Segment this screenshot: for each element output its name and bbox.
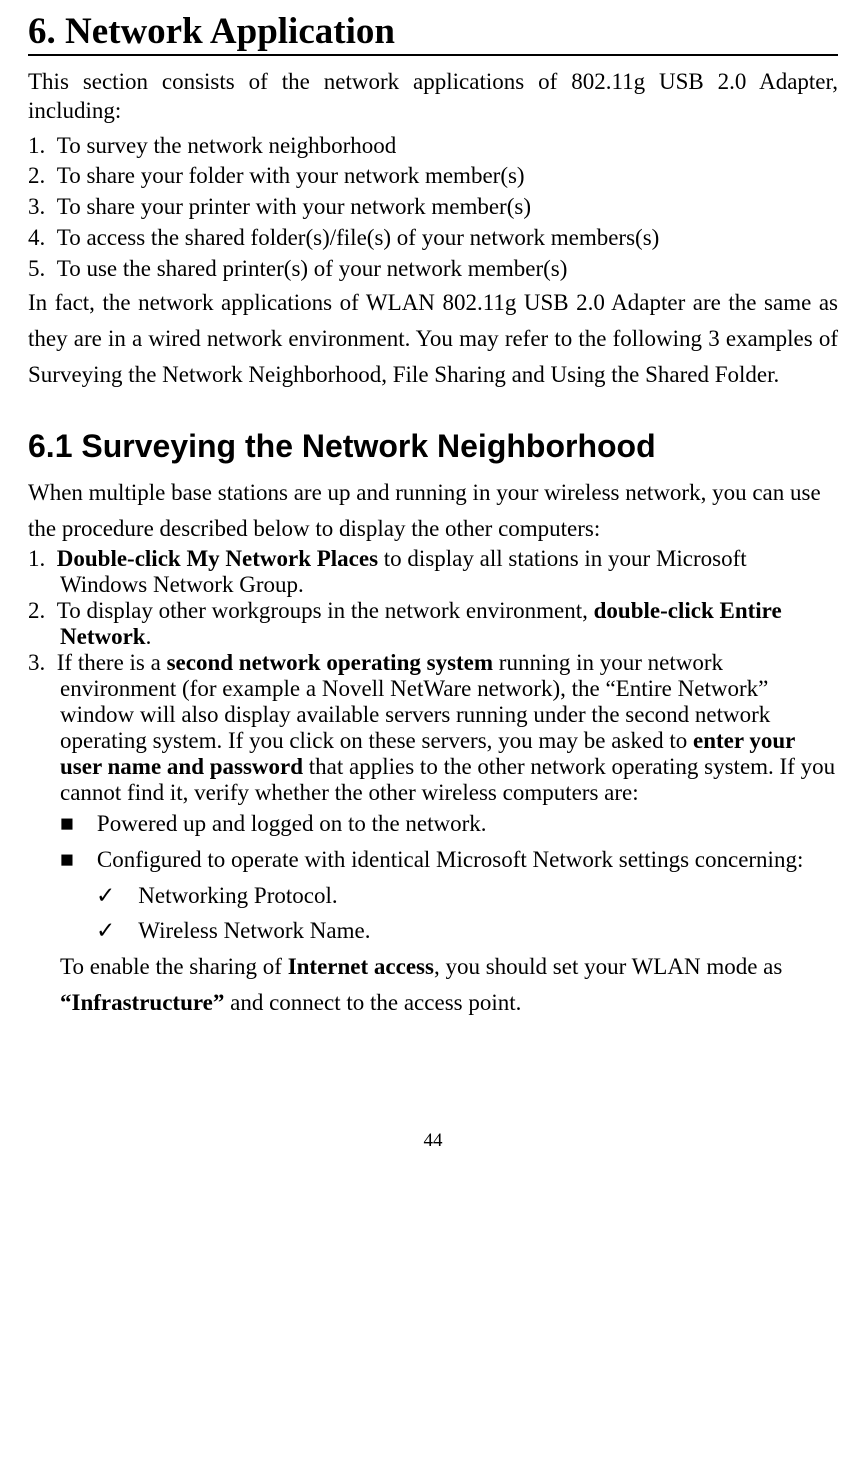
text: , you should set your WLAN mode as [434, 954, 782, 979]
check-list: ✓ Networking Protocol. ✓ Wireless Networ… [60, 878, 838, 949]
text: . [146, 624, 152, 649]
list-item: 3. To share your printer with your netwo… [28, 193, 838, 222]
list-item: 2. To share your folder with your networ… [28, 162, 838, 191]
list-num: 5. [28, 256, 45, 281]
top-list: 1. To survey the network neighborhood 2.… [28, 132, 838, 284]
bold-text: Double-click My Network Places [57, 546, 378, 571]
text: To enable the sharing of [60, 954, 288, 979]
page-number: 44 [28, 1130, 838, 1152]
main-heading: 6. Network Application [28, 10, 838, 56]
list-num: 3. [28, 194, 45, 219]
list-item: 1. Double-click My Network Places to dis… [28, 546, 838, 598]
check-icon: ✓ [96, 883, 115, 908]
list-num: 1. [28, 546, 45, 571]
list-item: 2. To display other workgroups in the ne… [28, 598, 838, 650]
list-text: To use the shared printer(s) of your net… [57, 256, 568, 281]
list-num: 4. [28, 225, 45, 250]
list-text: Wireless Network Name. [138, 918, 370, 943]
bullet-list: ■ Powered up and logged on to the networ… [60, 806, 838, 877]
closing-text: To enable the sharing of Internet access… [60, 949, 838, 1020]
text: and connect to the access point. [224, 990, 521, 1015]
list-text: Configured to operate with identical Mic… [97, 847, 803, 872]
intro-text: This section consists of the network app… [28, 68, 838, 126]
list-num: 1. [28, 133, 45, 158]
list-num: 2. [28, 598, 45, 623]
list-num: 2. [28, 163, 45, 188]
list-num: 3. [28, 650, 45, 675]
bold-text: Internet access [288, 954, 434, 979]
bold-text: “Infrastructure” [60, 990, 224, 1015]
text: If there is a [57, 650, 167, 675]
bold-text: second network operating system [167, 650, 493, 675]
check-icon: ✓ [96, 918, 115, 943]
list-item: ✓ Networking Protocol. [60, 878, 838, 914]
list-item: ✓ Wireless Network Name. [60, 913, 838, 949]
sub-heading: 6.1 Surveying the Network Neighborhood [28, 428, 838, 465]
list-item: ■ Configured to operate with identical M… [60, 842, 838, 878]
list-text: To share your printer with your network … [57, 194, 531, 219]
square-bullet-icon: ■ [60, 847, 74, 872]
steps-list: 1. Double-click My Network Places to dis… [28, 546, 838, 806]
list-text: To share your folder with your network m… [57, 163, 525, 188]
list-item: ■ Powered up and logged on to the networ… [60, 806, 838, 842]
list-text: To survey the network neighborhood [57, 133, 397, 158]
list-item: 3. If there is a second network operatin… [28, 650, 838, 806]
list-item: 1. To survey the network neighborhood [28, 132, 838, 161]
list-text: Powered up and logged on to the network. [97, 811, 487, 836]
square-bullet-icon: ■ [60, 811, 74, 836]
list-item: 4. To access the shared folder(s)/file(s… [28, 224, 838, 253]
list-text: Networking Protocol. [138, 883, 337, 908]
text: To display other workgroups in the netwo… [57, 598, 594, 623]
indent-block: ■ Powered up and logged on to the networ… [28, 806, 838, 1020]
body-paragraph: In fact, the network applications of WLA… [28, 285, 838, 392]
list-text: To access the shared folder(s)/file(s) o… [57, 225, 660, 250]
list-item: 5. To use the shared printer(s) of your … [28, 255, 838, 284]
sub-intro-text: When multiple base stations are up and r… [28, 475, 838, 546]
